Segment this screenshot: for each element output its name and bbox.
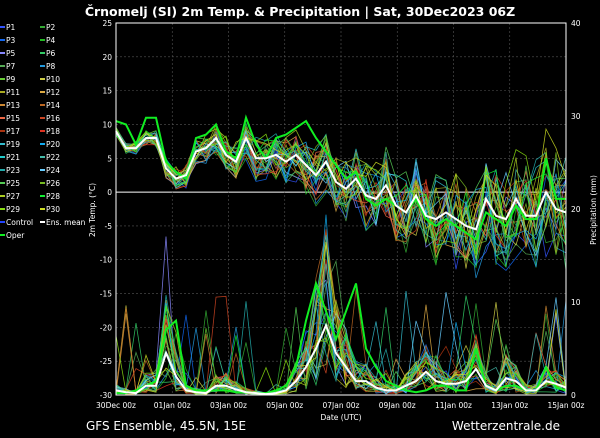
legend-entry: P26 bbox=[46, 179, 60, 188]
legend-entry: P14 bbox=[46, 101, 60, 110]
y-tick-left: -15 bbox=[100, 290, 112, 299]
x-tick: 09Jan 00z bbox=[379, 401, 416, 410]
x-tick: 05Jan 00z bbox=[266, 401, 303, 410]
y-tick-right: 0 bbox=[571, 391, 576, 400]
legend-entry: P23 bbox=[6, 166, 20, 175]
y-tick-left: 15 bbox=[102, 87, 112, 96]
legend-entry: P6 bbox=[46, 49, 56, 58]
legend-entry: Oper bbox=[6, 231, 25, 240]
legend-entry: Control bbox=[6, 218, 33, 227]
y-tick-right: 20 bbox=[571, 205, 581, 214]
legend-entry: Ens. mean bbox=[46, 218, 86, 227]
legend-entry: P2 bbox=[46, 23, 56, 32]
y-tick-right: 30 bbox=[571, 112, 581, 121]
legend-entry: P8 bbox=[46, 62, 56, 71]
y-tick-right: 10 bbox=[571, 298, 581, 307]
y-tick-left: -10 bbox=[100, 256, 112, 265]
y-tick-left: -25 bbox=[100, 357, 112, 366]
legend-entry: P22 bbox=[46, 153, 60, 162]
legend-entry: P3 bbox=[6, 36, 16, 45]
legend-entry: P30 bbox=[46, 205, 60, 214]
legend-entry: P15 bbox=[6, 114, 20, 123]
legend-entry: P9 bbox=[6, 75, 16, 84]
y-axis-right-label: Precipitation (mm) bbox=[589, 175, 598, 245]
y-tick-left: 0 bbox=[107, 188, 112, 197]
footer-site: Wetterzentrale.de bbox=[452, 419, 560, 433]
oper-temp-line bbox=[115, 114, 566, 241]
legend-entry: P19 bbox=[6, 140, 20, 149]
x-tick: 13Jan 00z bbox=[491, 401, 528, 410]
x-tick: 11Jan 00z bbox=[435, 401, 472, 410]
legend-entry: P18 bbox=[46, 127, 60, 136]
x-tick: 30Dec 00z bbox=[96, 401, 136, 410]
chart-title: Črnomelj (SI) 2m Temp. & Precipitation |… bbox=[85, 4, 515, 19]
member-temp-line bbox=[115, 128, 567, 255]
x-tick: 01Jan 00z bbox=[154, 401, 191, 410]
y-tick-left: -30 bbox=[100, 391, 112, 400]
y-tick-left: -5 bbox=[105, 222, 113, 231]
x-tick: 15Jan 00z bbox=[548, 401, 585, 410]
y-axis-left-ticks: 25 20 15 10 5 0 -5 -10 -15 -20 -25 -30 bbox=[100, 19, 112, 400]
x-axis-label: Date (UTC) bbox=[320, 413, 361, 422]
legend-entry: P27 bbox=[6, 192, 20, 201]
y-tick-left: 20 bbox=[102, 53, 112, 62]
legend-entry: P13 bbox=[6, 101, 20, 110]
legend-entry: P24 bbox=[46, 166, 60, 175]
x-tick: 07Jan 00z bbox=[323, 401, 360, 410]
y-tick-left: 25 bbox=[102, 19, 112, 28]
legend-entry: P1 bbox=[6, 23, 16, 32]
legend-entry: P12 bbox=[46, 88, 60, 97]
ens-mean-precip-line bbox=[115, 322, 567, 396]
legend-entry: P25 bbox=[6, 179, 20, 188]
legend-entry: P29 bbox=[6, 205, 20, 214]
member-precip-line bbox=[115, 241, 567, 396]
y-axis-left-label: 2m Temp. (°C) bbox=[88, 183, 97, 237]
x-axis-ticks: 30Dec 00z 01Jan 00z 03Jan 00z 05Jan 00z 07Ja… bbox=[96, 401, 585, 410]
ens-mean-temp-line bbox=[115, 130, 567, 231]
main-series bbox=[115, 114, 567, 396]
legend-entry: P10 bbox=[46, 75, 60, 84]
legend-entry: P17 bbox=[6, 127, 20, 136]
y-tick-left: 5 bbox=[107, 154, 112, 163]
legend-entry: P28 bbox=[46, 192, 60, 201]
legend-entry: P7 bbox=[6, 62, 16, 71]
legend: P1 P2 P3 P4 P5 P6 P7 P8 P9 P10 P11 P12 P13 P14 P15 P16 P… bbox=[0, 23, 86, 240]
legend-entry: P21 bbox=[6, 153, 20, 162]
y-axis-right-ticks: 40 30 20 10 0 bbox=[571, 19, 581, 400]
footer-source: GFS Ensemble, 45.5N, 15E bbox=[86, 419, 246, 433]
y-tick-right: 40 bbox=[571, 19, 581, 28]
x-tick: 03Jan 00z bbox=[210, 401, 247, 410]
plot-frame bbox=[115, 22, 567, 396]
legend-entry: P20 bbox=[46, 140, 60, 149]
legend-entry: P16 bbox=[46, 114, 60, 123]
y-tick-left: 10 bbox=[102, 120, 112, 129]
y-tick-left: -20 bbox=[100, 323, 112, 332]
legend-entry: P11 bbox=[6, 88, 20, 97]
legend-entry: P4 bbox=[46, 36, 56, 45]
legend-entry: P5 bbox=[6, 49, 16, 58]
